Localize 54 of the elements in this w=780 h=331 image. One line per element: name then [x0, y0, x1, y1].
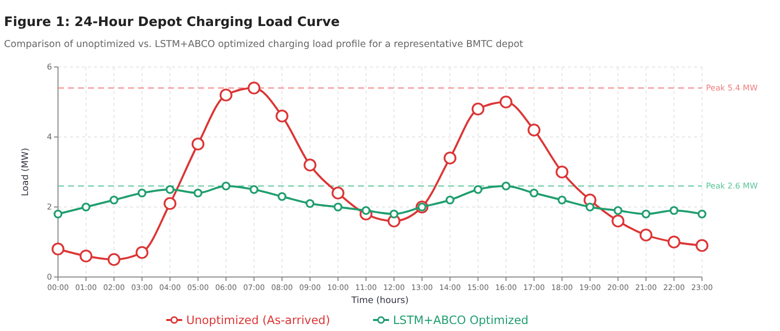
- point: [698, 210, 706, 218]
- point: [306, 199, 314, 208]
- point: [640, 228, 652, 242]
- point: [248, 82, 260, 94]
- point: [474, 185, 482, 194]
- point: [446, 196, 454, 204]
- point: [444, 152, 456, 164]
- point: [108, 253, 120, 266]
- y-tick-label: 6: [46, 62, 52, 72]
- point: [110, 196, 118, 204]
- point: [82, 202, 90, 212]
- y-tick-label: 4: [46, 132, 52, 142]
- point: [612, 214, 624, 228]
- point: [528, 124, 540, 136]
- point: [642, 210, 650, 218]
- point: [278, 192, 286, 201]
- point: [250, 185, 258, 194]
- point: [670, 206, 678, 215]
- point: [192, 138, 204, 150]
- point: [138, 188, 146, 198]
- point: [332, 186, 344, 200]
- point: [558, 196, 566, 204]
- point: [52, 242, 64, 256]
- ref-line-label: Peak 5.4 MW: [706, 84, 758, 93]
- point: [500, 96, 512, 108]
- point: [194, 188, 202, 198]
- legend-label: Unoptimized (As-arrived): [186, 313, 330, 328]
- point: [276, 110, 288, 122]
- point: [136, 246, 148, 259]
- chart-title: Figure 1: 24-Hour Depot Charging Load Curve: [4, 15, 340, 30]
- y-tick-label: 2: [46, 202, 52, 212]
- point: [502, 182, 510, 190]
- point: [222, 182, 230, 190]
- chart-subtitle: Comparison of unoptimized vs. LSTM+ABCO optimized charging load profile for a representative BMTC depot: [4, 39, 524, 50]
- point: [80, 250, 92, 262]
- y-tick-label: 0: [46, 272, 52, 282]
- point: [164, 197, 176, 210]
- point: [586, 202, 594, 212]
- ref-line-label: Peak 2.6 MW: [706, 182, 758, 191]
- point: [304, 158, 316, 172]
- point: [390, 210, 398, 218]
- point: [166, 185, 174, 194]
- point: [334, 202, 342, 212]
- legend-label: LSTM+ABCO Optimized: [393, 313, 528, 328]
- point: [614, 206, 622, 215]
- point: [696, 239, 708, 252]
- x-axis-title: Time (hours): [350, 296, 409, 306]
- point: [472, 102, 484, 116]
- point: [668, 236, 680, 248]
- point: [530, 188, 538, 198]
- point: [220, 88, 232, 102]
- point: [556, 166, 568, 178]
- y-axis-title: Load (MW): [21, 148, 31, 196]
- point: [54, 210, 62, 218]
